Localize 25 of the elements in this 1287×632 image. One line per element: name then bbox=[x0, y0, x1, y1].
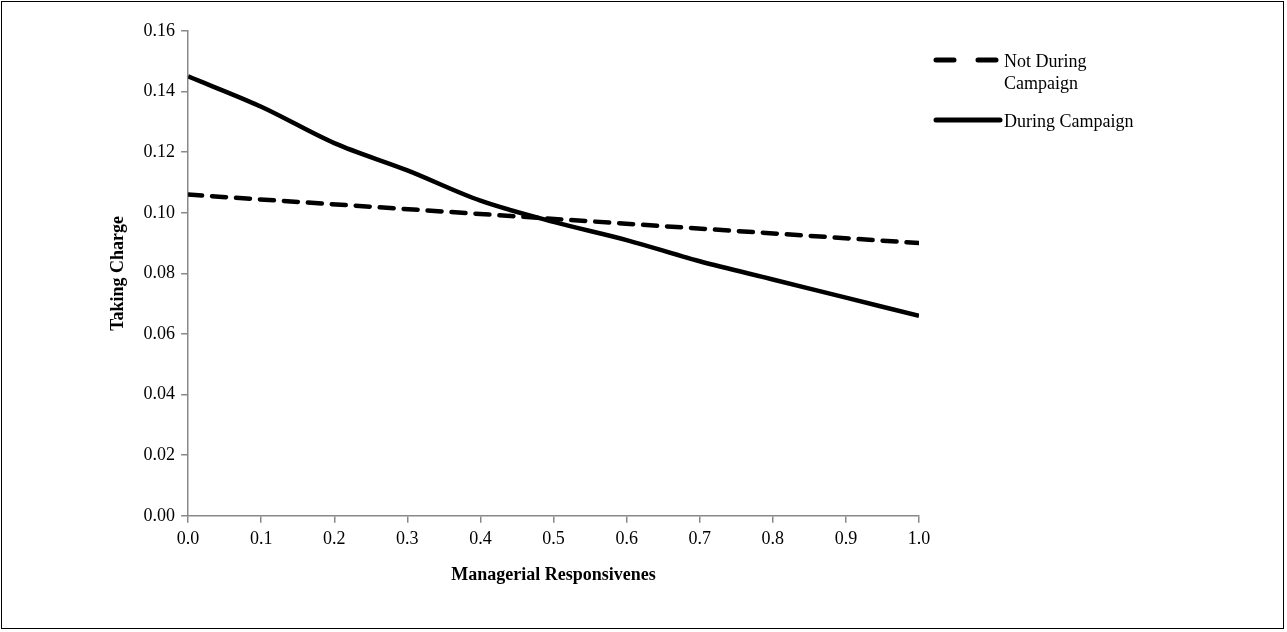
y-tick-label: 0.16 bbox=[143, 19, 176, 40]
x-tick-label: 0.2 bbox=[323, 528, 346, 549]
x-tick-label: 0.0 bbox=[176, 528, 200, 549]
x-tick-label: 0.6 bbox=[615, 528, 638, 549]
legend-label: Not During Campaign bbox=[1004, 50, 1088, 94]
x-tick-label: 0.7 bbox=[688, 528, 711, 549]
x-tick-label: 0.8 bbox=[761, 528, 785, 549]
x-tick-label: 0.5 bbox=[542, 528, 565, 549]
y-tick-label: 0.08 bbox=[143, 262, 176, 283]
x-tick-label: 0.4 bbox=[469, 528, 492, 549]
x-axis-title: Managerial Responsivenes bbox=[451, 563, 656, 584]
x-tick-label: 0.1 bbox=[249, 528, 273, 549]
legend-label: During Campaign bbox=[1004, 110, 1135, 132]
y-axis-title: Taking Charge bbox=[107, 215, 128, 331]
x-tick-label: 1.0 bbox=[907, 528, 931, 549]
line-series bbox=[188, 74, 919, 319]
y-tick-label: 0.04 bbox=[143, 383, 176, 404]
y-tick-label: 0.02 bbox=[143, 443, 176, 464]
y-tick-label: 0.10 bbox=[143, 201, 176, 222]
y-tick-label: 0.06 bbox=[143, 322, 176, 343]
x-tick-label: 0.3 bbox=[396, 528, 419, 549]
y-tick-label: 0.12 bbox=[143, 140, 176, 161]
y-tick-label: 0.00 bbox=[143, 504, 176, 525]
x-tick-label: 0.9 bbox=[834, 528, 858, 549]
y-tick-label: 0.14 bbox=[143, 80, 176, 101]
